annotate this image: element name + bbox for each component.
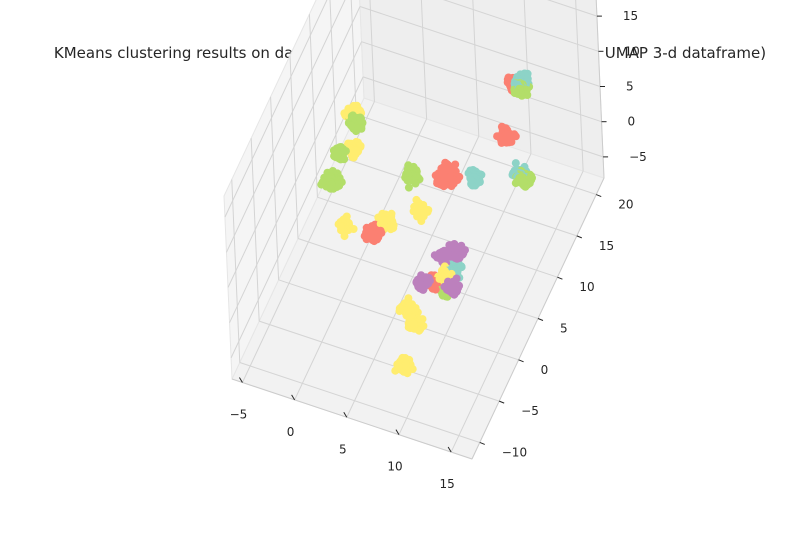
tick-labels: −5 0 5 10 15 −10 −5 0 5 10 15 20 −5 0 5 10 15 bbox=[230, 9, 647, 491]
x-tick-label: 15 bbox=[439, 477, 454, 491]
grid-line-y bbox=[356, 114, 597, 196]
scatter-point bbox=[386, 225, 395, 234]
grid-lines bbox=[224, 0, 604, 453]
scatter-point bbox=[511, 88, 520, 97]
y-tick-mark bbox=[576, 235, 583, 239]
y-tick-mark bbox=[557, 276, 563, 280]
grid-line-z bbox=[230, 76, 364, 359]
scatter-point bbox=[447, 182, 456, 191]
scatter-point bbox=[333, 149, 342, 158]
grid-line-z bbox=[227, 6, 361, 288]
x-tick-mark bbox=[395, 429, 400, 435]
grid-line-z bbox=[546, 0, 598, 17]
scatter-point bbox=[440, 174, 449, 183]
scatter-point bbox=[415, 326, 424, 335]
z-tick-label: −5 bbox=[629, 150, 647, 164]
y-tick-mark bbox=[596, 194, 602, 197]
scatter-point bbox=[418, 209, 427, 218]
y-tick-label: −5 bbox=[521, 404, 539, 418]
x-tick-mark bbox=[447, 446, 452, 453]
x-axis-line bbox=[231, 378, 473, 460]
scatter-point bbox=[451, 254, 460, 262]
scatter-point bbox=[444, 249, 452, 258]
z-tick-label: 5 bbox=[626, 80, 634, 94]
grid-line-z bbox=[361, 41, 602, 123]
y-tick-label: 0 bbox=[541, 363, 549, 377]
scatter-point bbox=[446, 283, 455, 292]
scatter-point bbox=[467, 176, 476, 185]
y-tick-label: −10 bbox=[502, 445, 527, 459]
scatter-point bbox=[433, 179, 442, 188]
grid-line-y bbox=[239, 361, 480, 443]
scatter-point bbox=[417, 217, 426, 225]
scatter-points bbox=[317, 69, 536, 378]
scatter-point bbox=[336, 222, 345, 231]
scatter-point bbox=[435, 274, 444, 283]
z-tick-label: 10 bbox=[624, 44, 639, 58]
y-tick-mark bbox=[498, 400, 505, 404]
x-tick-label: 10 bbox=[387, 460, 402, 474]
grid-line-y bbox=[259, 320, 500, 402]
x-tick-label: 5 bbox=[339, 442, 347, 456]
y-tick-label: 10 bbox=[579, 280, 594, 294]
z-tick-label: 15 bbox=[623, 9, 638, 23]
y-tick-mark bbox=[479, 442, 485, 445]
grid-line-z bbox=[229, 41, 362, 323]
y-tick-label: 5 bbox=[560, 322, 568, 336]
y-tick-label: 20 bbox=[618, 198, 633, 212]
scatter-point bbox=[395, 304, 404, 313]
scatter-point bbox=[511, 179, 520, 188]
scatter-point bbox=[519, 177, 528, 186]
scatter-point bbox=[347, 121, 356, 130]
grid-line-z bbox=[359, 6, 601, 87]
scatter-point bbox=[326, 184, 335, 193]
scatter-point bbox=[353, 124, 362, 133]
scatter-point bbox=[368, 233, 376, 242]
scatter-point bbox=[340, 232, 349, 241]
scatter-point bbox=[511, 159, 520, 168]
grid-line-z bbox=[362, 76, 604, 158]
scatter-point bbox=[424, 279, 433, 288]
x-tick-mark bbox=[343, 412, 348, 418]
x-tick-label: −5 bbox=[230, 407, 248, 421]
x-tick-label: 0 bbox=[287, 425, 295, 439]
grid-line-z bbox=[226, 0, 346, 253]
back-pane bbox=[359, 0, 605, 179]
y-tick-mark bbox=[537, 318, 544, 321]
x-tick-mark bbox=[239, 377, 243, 383]
scatter-point bbox=[403, 369, 412, 378]
z-tick-label: 0 bbox=[628, 115, 636, 129]
scatter-point bbox=[391, 366, 400, 375]
scatter-point bbox=[318, 178, 327, 187]
grid-line-y bbox=[336, 155, 577, 237]
grid-line-z bbox=[224, 0, 328, 218]
scatter-point bbox=[404, 183, 413, 192]
scatter-point bbox=[497, 136, 506, 145]
scatter-point bbox=[403, 176, 412, 185]
grid-line-z bbox=[442, 0, 599, 52]
scatter-point bbox=[414, 282, 423, 291]
y-tick-label: 15 bbox=[599, 239, 614, 253]
grid-line-y bbox=[317, 196, 558, 278]
scatter-point bbox=[412, 208, 421, 217]
x-tick-mark bbox=[291, 394, 296, 401]
scatter-point bbox=[410, 320, 418, 329]
y-tick-mark bbox=[518, 359, 524, 363]
grid-line-y bbox=[278, 279, 519, 361]
scatter-point bbox=[433, 253, 442, 262]
left-pane bbox=[223, 0, 365, 380]
